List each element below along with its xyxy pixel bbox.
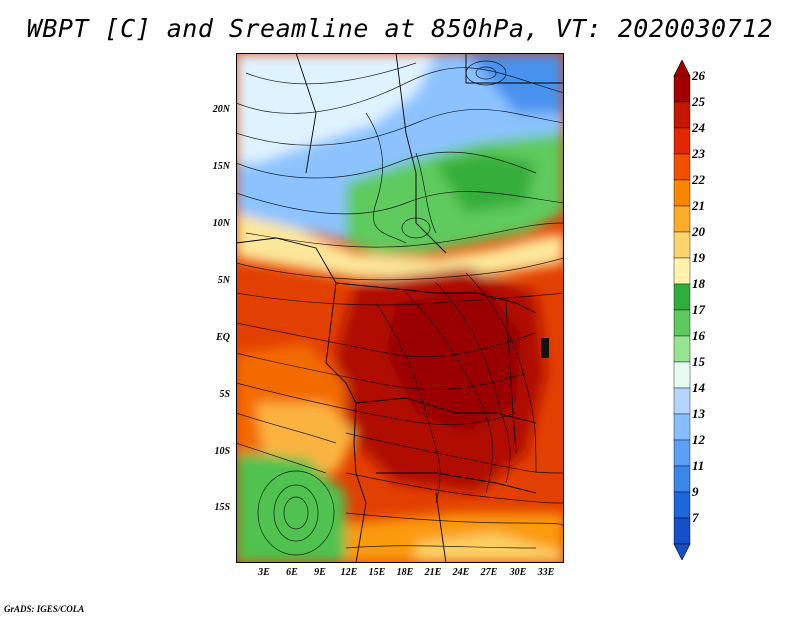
lon-label-21e: 21E — [424, 567, 442, 578]
cold-region — [236, 53, 436, 163]
lon-label-30e: 30E — [509, 567, 527, 578]
lat-label-5s: 5S — [219, 389, 230, 400]
lat-label-15n: 15N — [212, 161, 230, 172]
colorbar-label-7: 7 — [692, 510, 699, 525]
colorbar-swatch-26 — [673, 75, 691, 103]
red-core-inner — [386, 288, 521, 433]
coast-yellow — [256, 403, 356, 473]
colorbar-swatch-24 — [673, 127, 691, 155]
south-yellow — [416, 533, 564, 563]
colorbar-label-21: 21 — [692, 198, 705, 213]
streamlines — [236, 60, 564, 556]
colorbar-swatch-21 — [673, 205, 691, 233]
colorbar-swatch-7 — [673, 517, 691, 545]
colorbar-label-19: 19 — [692, 250, 705, 265]
weather-map — [236, 53, 564, 563]
colorbar-label-12: 12 — [692, 432, 705, 447]
colorbar-swatch-23 — [673, 153, 691, 181]
colorbar-swatch-22 — [673, 179, 691, 207]
colorbar — [673, 60, 691, 560]
colorbar-swatch-20 — [673, 231, 691, 259]
lat-label-15s: 15S — [214, 502, 230, 513]
lon-label-3e: 3E — [258, 567, 270, 578]
colorbar-swatch-14 — [673, 387, 691, 415]
colorbar-label-24: 24 — [692, 120, 705, 135]
colorbar-swatch-12 — [673, 439, 691, 467]
footer-credit: GrADS: IGES/COLA — [4, 604, 85, 614]
colorbar-swatch-19 — [673, 257, 691, 285]
colorbar-label-25: 25 — [692, 94, 705, 109]
lat-label-eq: EQ — [216, 332, 230, 343]
colorbar-label-18: 18 — [692, 276, 705, 291]
lat-label-10n: 10N — [212, 218, 230, 229]
colorbar-swatch-13 — [673, 413, 691, 441]
colorbar-label-16: 16 — [692, 328, 705, 343]
colorbar-swatch-11 — [673, 465, 691, 493]
lat-label-10s: 10S — [214, 446, 230, 457]
colorbar-swatch-9 — [673, 491, 691, 519]
colorbar-label-23: 23 — [692, 146, 705, 161]
colorbar-label-13: 13 — [692, 406, 705, 421]
borders — [236, 53, 564, 563]
lon-label-27e: 27E — [480, 567, 498, 578]
colorbar-label-15: 15 — [692, 354, 705, 369]
lon-label-9e: 9E — [314, 567, 326, 578]
green-core — [436, 153, 536, 213]
lon-label-24e: 24E — [452, 567, 470, 578]
colorbar-swatch-17 — [673, 309, 691, 337]
lon-label-18e: 18E — [396, 567, 414, 578]
lon-label-6e: 6E — [286, 567, 298, 578]
lon-label-12e: 12E — [340, 567, 358, 578]
colorbar-label-11: 11 — [692, 458, 705, 473]
lon-label-15e: 15E — [368, 567, 386, 578]
colorbar-label-17: 17 — [692, 302, 705, 317]
colorbar-swatch-25 — [673, 101, 691, 129]
colorbar-top-arrow — [673, 60, 691, 77]
colorbar-swatch-16 — [673, 335, 691, 363]
colorbar-swatch-15 — [673, 361, 691, 389]
lat-label-20n: 20N — [212, 104, 230, 115]
colorbar-label-14: 14 — [692, 380, 705, 395]
chart-title: WBPT [C] and Sreamline at 850hPa, VT: 20… — [26, 14, 774, 43]
lon-label-33e: 33E — [537, 567, 555, 578]
transition-band — [236, 213, 564, 278]
colorbar-label-9: 9 — [692, 484, 699, 499]
colorbar-label-22: 22 — [692, 172, 705, 187]
colorbar-label-26: 26 — [692, 68, 705, 83]
colorbar-bottom-arrow — [673, 543, 691, 560]
colorbar-swatch-18 — [673, 283, 691, 311]
colorbar-label-20: 20 — [692, 224, 705, 239]
lat-label-5n: 5N — [217, 275, 230, 286]
lake-victoria — [541, 338, 549, 358]
